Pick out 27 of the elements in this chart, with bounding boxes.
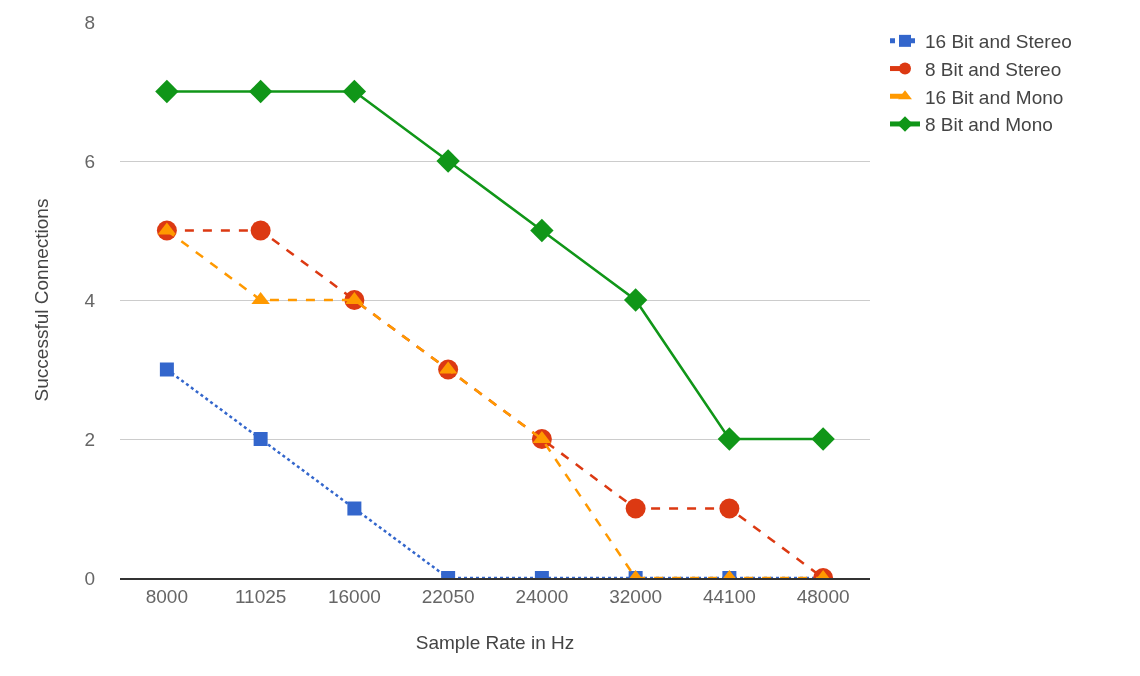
x-tick-label: 22050 xyxy=(421,585,475,607)
point xyxy=(155,79,179,104)
point xyxy=(159,362,174,377)
legend-label: 8 Bit and Stereo xyxy=(925,58,1062,80)
legend-label: 16 Bit and Mono xyxy=(925,86,1064,108)
x-tick-label: 8000 xyxy=(145,585,189,607)
point xyxy=(623,288,648,312)
point xyxy=(342,79,367,104)
point xyxy=(248,79,273,104)
x-tick-label: 44100 xyxy=(702,585,756,607)
y-tick-label: 4 xyxy=(84,289,96,311)
point xyxy=(436,149,460,173)
point xyxy=(250,220,271,241)
y-axis-title: Successful Connections xyxy=(31,198,53,402)
y-tick-label: 6 xyxy=(84,150,95,172)
x-tick-label: 16000 xyxy=(327,585,381,607)
point xyxy=(530,218,554,243)
x-tick-label: 48000 xyxy=(796,585,850,607)
y-tick-label: 0 xyxy=(84,567,95,589)
legend-label: 16 Bit and Stereo xyxy=(925,31,1072,53)
y-tick-label: 2 xyxy=(84,428,95,450)
legend-label: 8 Bit and Mono xyxy=(925,114,1053,136)
y-tick-label: 8 xyxy=(84,11,95,33)
x-tick-label: 32000 xyxy=(609,585,663,607)
x-tick-label: 24000 xyxy=(515,585,569,607)
x-axis-title: Sample Rate in Hz xyxy=(415,631,575,653)
x-tick-label: 11025 xyxy=(234,585,287,607)
